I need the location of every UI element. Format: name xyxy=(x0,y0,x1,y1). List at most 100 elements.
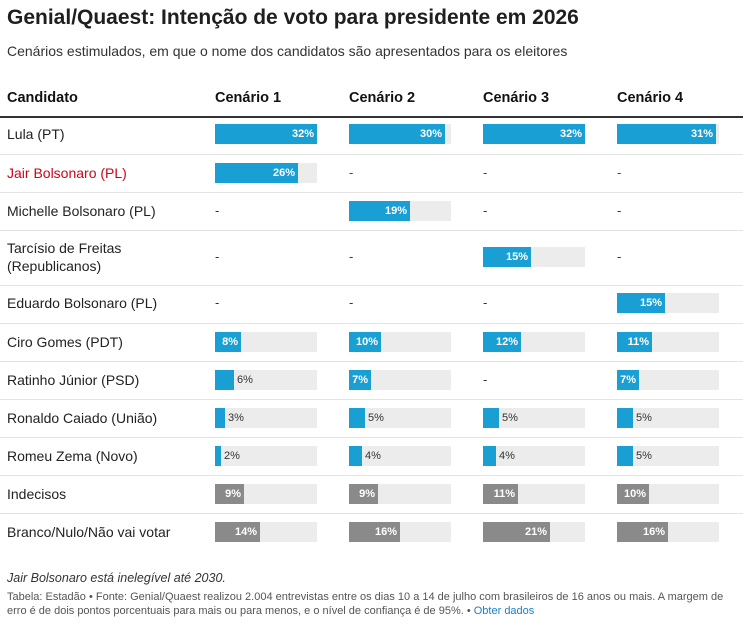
bar-label-ciro-gomes-pdt-c1: 8% xyxy=(222,336,238,348)
bar-label-branco-nulo-nao-vai-votar-c3: 21% xyxy=(524,526,547,538)
bar-track-ciro-gomes-pdt-c4: 11% xyxy=(617,332,719,352)
bar-label-ronaldo-caiado-uniao-c1: 3% xyxy=(228,412,244,424)
header-divider xyxy=(0,116,743,118)
bar-lula-pt-c2 xyxy=(349,124,445,144)
bar-track-ronaldo-caiado-uniao-c1: 3% xyxy=(215,408,317,428)
row-divider xyxy=(0,513,743,514)
bar-track-ciro-gomes-pdt-c2: 10% xyxy=(349,332,451,352)
bar-label-lula-pt-c2: 30% xyxy=(419,128,442,140)
row-divider xyxy=(0,323,743,324)
candidate-name-ratinho-junior-psd: Ratinho Júnior (PSD) xyxy=(7,372,140,388)
candidate-name-indecisos: Indecisos xyxy=(7,486,67,502)
bar-track-ciro-gomes-pdt-c1: 8% xyxy=(215,332,317,352)
bar-track-indecisos-c1: 9% xyxy=(215,484,317,504)
bar-ciro-gomes-pdt-c4 xyxy=(617,332,652,352)
bar-ronaldo-caiado-uniao-c1 xyxy=(215,408,225,428)
bar-indecisos-c1 xyxy=(215,484,244,504)
source-text: Tabela: Estadão • Fonte: Genial/Quaest r… xyxy=(7,590,735,618)
bar-label-jair-bolsonaro-pl-c1: 26% xyxy=(272,167,295,179)
bar-label-lula-pt-c1: 32% xyxy=(291,128,314,140)
empty-cell-tarcisio-de-freitas-republicanos-c4: - xyxy=(617,249,622,264)
empty-cell-jair-bolsonaro-pl-c2: - xyxy=(349,165,354,180)
bar-branco-nulo-nao-vai-votar-c1 xyxy=(215,522,260,542)
row-divider xyxy=(0,437,743,438)
bar-ratinho-junior-psd-c2 xyxy=(349,370,371,390)
candidate-name-ciro-gomes-pdt: Ciro Gomes (PDT) xyxy=(7,334,123,350)
bar-label-indecisos-c3: 11% xyxy=(493,488,515,500)
row-divider xyxy=(0,361,743,362)
bar-track-lula-pt-c2: 30% xyxy=(349,124,451,144)
footnote: Jair Bolsonaro está inelegível até 2030. xyxy=(7,571,226,585)
bar-lula-pt-c1 xyxy=(215,124,317,144)
bar-eduardo-bolsonaro-pl-c4 xyxy=(617,293,665,313)
bar-michelle-bolsonaro-pl-c2 xyxy=(349,201,410,221)
page-subtitle: Cenários estimulados, em que o nome dos … xyxy=(7,43,568,59)
bar-indecisos-c3 xyxy=(483,484,518,504)
bar-track-romeu-zema-novo-c3: 4% xyxy=(483,446,585,466)
bar-label-romeu-zema-novo-c4: 5% xyxy=(636,450,652,462)
bar-track-romeu-zema-novo-c1: 2% xyxy=(215,446,317,466)
row-divider xyxy=(0,230,743,231)
bar-label-romeu-zema-novo-c3: 4% xyxy=(499,450,515,462)
bar-track-lula-pt-c1: 32% xyxy=(215,124,317,144)
bar-label-ronaldo-caiado-uniao-c3: 5% xyxy=(502,412,518,424)
row-divider xyxy=(0,285,743,286)
bar-label-michelle-bolsonaro-pl-c2: 19% xyxy=(384,205,407,217)
candidate-name-lula-pt: Lula (PT) xyxy=(7,126,65,142)
column-header-scenario-4: Cenário 4 xyxy=(617,90,684,106)
bar-branco-nulo-nao-vai-votar-c4 xyxy=(617,522,668,542)
bar-branco-nulo-nao-vai-votar-c3 xyxy=(483,522,550,542)
bar-track-ronaldo-caiado-uniao-c3: 5% xyxy=(483,408,585,428)
bar-track-ratinho-junior-psd-c4: 7% xyxy=(617,370,719,390)
bar-label-ciro-gomes-pdt-c2: 10% xyxy=(355,336,378,348)
row-divider xyxy=(0,154,743,155)
bar-label-ratinho-junior-psd-c4: 7% xyxy=(620,374,636,386)
row-divider xyxy=(0,192,743,193)
bar-romeu-zema-novo-c2 xyxy=(349,446,362,466)
empty-cell-tarcisio-de-freitas-republicanos-c2: - xyxy=(349,249,354,264)
bar-label-branco-nulo-nao-vai-votar-c4: 16% xyxy=(642,526,665,538)
bar-label-tarcisio-de-freitas-republicanos-c3: 15% xyxy=(505,251,528,263)
bar-ronaldo-caiado-uniao-c3 xyxy=(483,408,499,428)
bar-label-lula-pt-c4: 31% xyxy=(690,128,713,140)
candidate-name-branco-nulo-nao-vai-votar: Branco/Nulo/Não vai votar xyxy=(7,524,171,540)
bar-label-ratinho-junior-psd-c1: 6% xyxy=(237,374,253,386)
bar-track-branco-nulo-nao-vai-votar-c3: 21% xyxy=(483,522,585,542)
empty-cell-tarcisio-de-freitas-republicanos-c1: - xyxy=(215,249,220,264)
bar-track-indecisos-c3: 11% xyxy=(483,484,585,504)
row-divider xyxy=(0,399,743,400)
bar-label-lula-pt-c3: 32% xyxy=(559,128,582,140)
bar-track-romeu-zema-novo-c2: 4% xyxy=(349,446,451,466)
bar-track-indecisos-c4: 10% xyxy=(617,484,719,504)
row-divider xyxy=(0,475,743,476)
bar-ronaldo-caiado-uniao-c2 xyxy=(349,408,365,428)
bar-track-romeu-zema-novo-c4: 5% xyxy=(617,446,719,466)
bar-track-eduardo-bolsonaro-pl-c4: 15% xyxy=(617,293,719,313)
bar-label-indecisos-c4: 10% xyxy=(623,488,646,500)
column-header-scenario-3: Cenário 3 xyxy=(483,90,550,106)
column-header-scenario-1: Cenário 1 xyxy=(215,90,282,106)
bar-label-eduardo-bolsonaro-pl-c4: 15% xyxy=(639,297,662,309)
bar-track-lula-pt-c4: 31% xyxy=(617,124,719,144)
bar-track-lula-pt-c3: 32% xyxy=(483,124,585,144)
bar-ciro-gomes-pdt-c2 xyxy=(349,332,381,352)
bar-track-ciro-gomes-pdt-c3: 12% xyxy=(483,332,585,352)
empty-cell-eduardo-bolsonaro-pl-c1: - xyxy=(215,295,220,310)
bar-romeu-zema-novo-c4 xyxy=(617,446,633,466)
bar-track-ratinho-junior-psd-c1: 6% xyxy=(215,370,317,390)
get-data-link[interactable]: Obter dados xyxy=(473,605,535,617)
candidate-name-jair-bolsonaro-pl: Jair Bolsonaro (PL) xyxy=(7,165,127,181)
bar-track-tarcisio-de-freitas-republicanos-c3: 15% xyxy=(483,247,585,267)
bar-ciro-gomes-pdt-c1 xyxy=(215,332,241,352)
empty-cell-eduardo-bolsonaro-pl-c3: - xyxy=(483,295,488,310)
bar-ciro-gomes-pdt-c3 xyxy=(483,332,521,352)
bar-track-branco-nulo-nao-vai-votar-c1: 14% xyxy=(215,522,317,542)
bar-label-branco-nulo-nao-vai-votar-c1: 14% xyxy=(234,526,257,538)
bar-track-branco-nulo-nao-vai-votar-c2: 16% xyxy=(349,522,451,542)
empty-cell-jair-bolsonaro-pl-c4: - xyxy=(617,165,622,180)
column-header-candidate: Candidato xyxy=(7,90,78,106)
empty-cell-michelle-bolsonaro-pl-c3: - xyxy=(483,203,488,218)
bar-branco-nulo-nao-vai-votar-c2 xyxy=(349,522,400,542)
bar-ratinho-junior-psd-c4 xyxy=(617,370,639,390)
candidate-name-romeu-zema-novo: Romeu Zema (Novo) xyxy=(7,448,138,464)
